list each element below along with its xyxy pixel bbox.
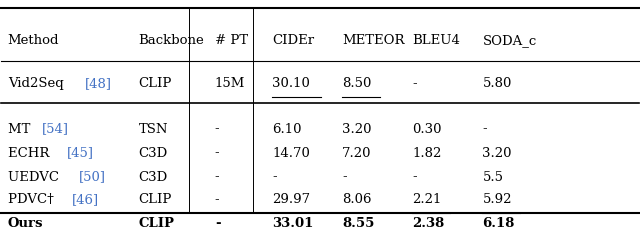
Text: 15M: 15M <box>215 77 245 90</box>
Text: 8.50: 8.50 <box>342 77 372 90</box>
Text: -: - <box>412 170 417 183</box>
Text: 3.20: 3.20 <box>483 146 512 160</box>
Text: [45]: [45] <box>67 146 93 160</box>
Text: -: - <box>215 146 220 160</box>
Text: 8.06: 8.06 <box>342 193 372 207</box>
Text: SODA_c: SODA_c <box>483 34 537 47</box>
Text: CIDEr: CIDEr <box>272 34 314 47</box>
Text: -: - <box>215 193 220 207</box>
Text: Ours: Ours <box>8 217 44 230</box>
Text: -: - <box>342 170 347 183</box>
Text: 0.30: 0.30 <box>412 122 442 136</box>
Text: Vid2Seq: Vid2Seq <box>8 77 68 90</box>
Text: # PT: # PT <box>215 34 248 47</box>
Text: ECHR: ECHR <box>8 146 53 160</box>
Text: -: - <box>483 122 487 136</box>
Text: -: - <box>412 77 417 90</box>
Text: 2.38: 2.38 <box>412 217 445 230</box>
Text: [48]: [48] <box>85 77 112 90</box>
Text: Method: Method <box>8 34 60 47</box>
Text: 6.10: 6.10 <box>272 122 301 136</box>
Text: 33.01: 33.01 <box>272 217 314 230</box>
Text: -: - <box>215 122 220 136</box>
Text: C3D: C3D <box>138 170 168 183</box>
Text: CLIP: CLIP <box>138 217 174 230</box>
Text: UEDVC: UEDVC <box>8 170 63 183</box>
Text: [46]: [46] <box>72 193 99 207</box>
Text: 7.20: 7.20 <box>342 146 372 160</box>
Text: BLEU4: BLEU4 <box>412 34 460 47</box>
Text: [54]: [54] <box>42 122 69 136</box>
Text: Backbone: Backbone <box>138 34 204 47</box>
Text: CLIP: CLIP <box>138 193 172 207</box>
Text: 3.20: 3.20 <box>342 122 372 136</box>
Text: 2.21: 2.21 <box>412 193 442 207</box>
Text: METEOR: METEOR <box>342 34 405 47</box>
Text: -: - <box>272 170 277 183</box>
Text: PDVC†: PDVC† <box>8 193 58 207</box>
Text: [50]: [50] <box>79 170 106 183</box>
Text: CLIP: CLIP <box>138 77 172 90</box>
Text: MT: MT <box>8 122 35 136</box>
Text: C3D: C3D <box>138 146 168 160</box>
Text: 1.82: 1.82 <box>412 146 442 160</box>
Text: 5.80: 5.80 <box>483 77 512 90</box>
Text: TSN: TSN <box>138 122 168 136</box>
Text: 14.70: 14.70 <box>272 146 310 160</box>
Text: 29.97: 29.97 <box>272 193 310 207</box>
Text: -: - <box>215 217 221 230</box>
Text: 30.10: 30.10 <box>272 77 310 90</box>
Text: 5.5: 5.5 <box>483 170 504 183</box>
Text: 8.55: 8.55 <box>342 217 374 230</box>
Text: -: - <box>215 170 220 183</box>
Text: 5.92: 5.92 <box>483 193 512 207</box>
Text: 6.18: 6.18 <box>483 217 515 230</box>
